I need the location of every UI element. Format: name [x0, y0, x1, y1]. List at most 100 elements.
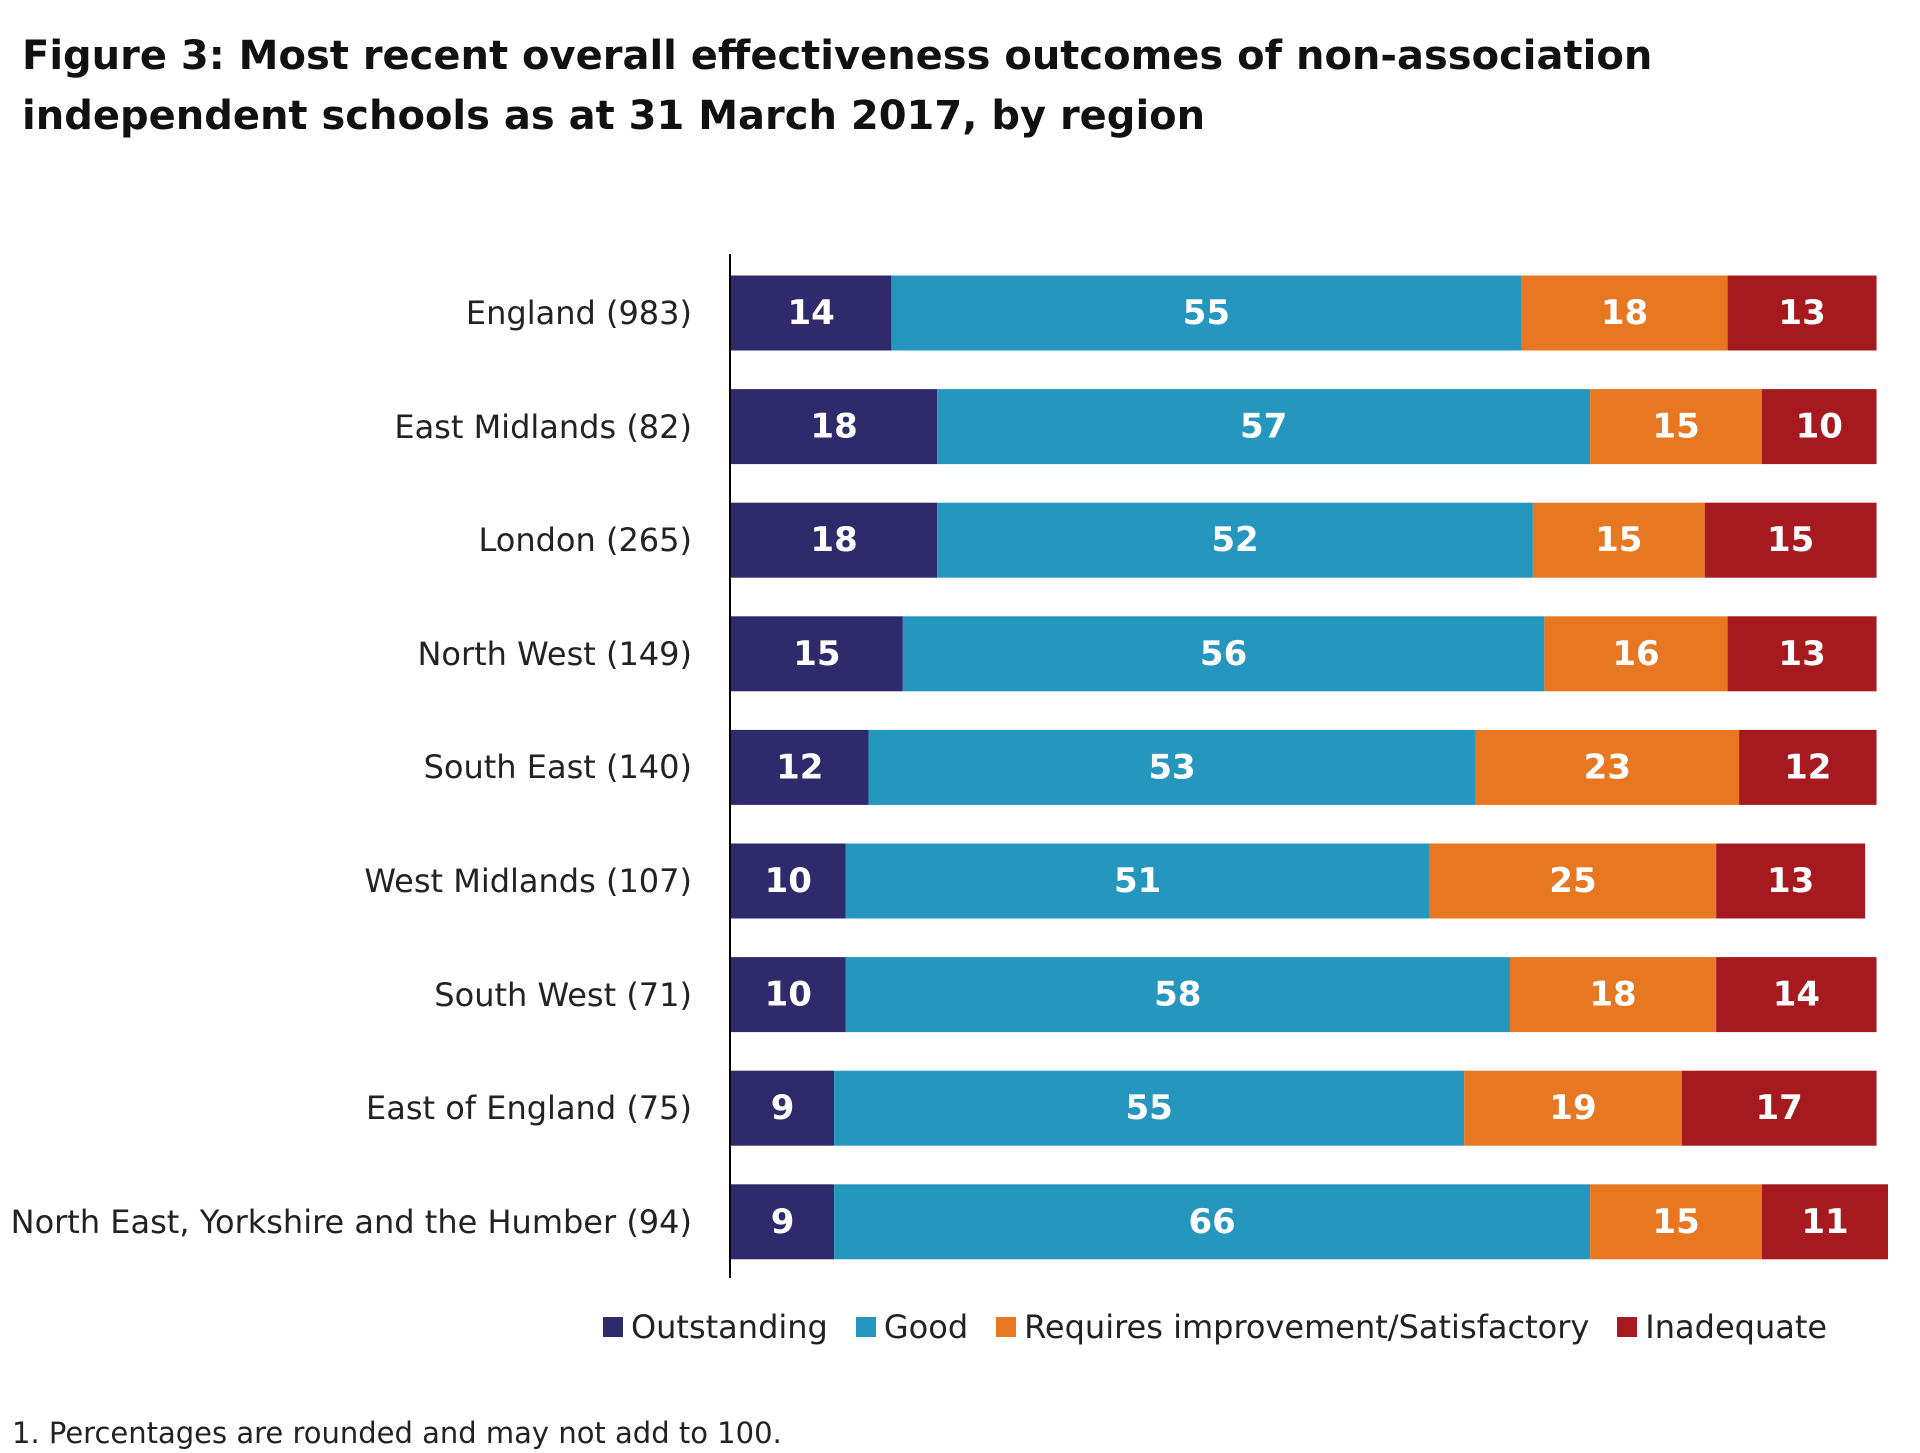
value-label: 12: [1784, 747, 1831, 787]
category-label: London (265): [478, 521, 692, 560]
value-label: 18: [1601, 293, 1648, 333]
value-label: 53: [1148, 747, 1195, 787]
value-label: 16: [1612, 634, 1659, 674]
legend-swatch: [996, 1317, 1017, 1337]
bar-segment: [1681, 1070, 1877, 1146]
bar-segment: [1464, 1070, 1682, 1146]
bar-segment: [1590, 389, 1762, 465]
bar-segment: [868, 729, 1476, 805]
bar-segment: [731, 275, 892, 351]
value-label: 15: [1652, 407, 1699, 447]
legend-label: Inadequate: [1645, 1308, 1828, 1346]
legend-swatch: [602, 1317, 623, 1337]
legend-item: Good: [855, 1308, 969, 1346]
value-label: 15: [1652, 1202, 1699, 1242]
value-label: 55: [1125, 1088, 1172, 1128]
bar-segment: [845, 843, 1430, 919]
value-label: 15: [1595, 520, 1642, 560]
bar-segment: [1475, 729, 1740, 805]
bar-segment: [731, 729, 869, 805]
bar-segment: [731, 502, 938, 578]
bar-segment: [891, 275, 1522, 351]
bar-segment: [1727, 616, 1877, 692]
value-label: 15: [793, 634, 840, 674]
bar-segment: [731, 389, 938, 465]
bar-segment: [731, 1184, 835, 1260]
value-label: 14: [1773, 975, 1820, 1015]
value-label: 12: [776, 747, 823, 787]
title-line: independent schools as at 31 March 2017,…: [22, 93, 1206, 139]
value-label: 56: [1200, 634, 1247, 674]
bar-segment: [1716, 843, 1866, 919]
value-label: 51: [1114, 861, 1161, 901]
value-label: 18: [1589, 975, 1636, 1015]
value-label: 9: [771, 1202, 795, 1242]
title-line: Figure 3: Most recent overall effectiven…: [22, 33, 1653, 79]
value-label: 19: [1549, 1088, 1596, 1128]
bar-segment: [731, 1070, 835, 1146]
bar-segment: [1704, 502, 1877, 578]
bar-segment: [937, 389, 1591, 465]
value-label: 23: [1584, 747, 1631, 787]
bar-segment: [937, 502, 1533, 578]
value-label: 15: [1767, 520, 1814, 560]
legend-label: Outstanding: [630, 1308, 828, 1346]
legend-swatch: [855, 1317, 876, 1337]
bar-segment: [1521, 275, 1728, 351]
category-label: South West (71): [434, 975, 692, 1014]
bar-segment: [1761, 389, 1877, 465]
bar-segment: [1716, 957, 1877, 1033]
value-label: 58: [1154, 975, 1201, 1015]
category-label: East of England (75): [366, 1089, 692, 1128]
bar-segment: [731, 843, 846, 919]
value-label: 13: [1778, 293, 1825, 333]
bar-segment: [1429, 843, 1717, 919]
bar-segment: [731, 616, 903, 692]
bar-segment: [1590, 1184, 1762, 1260]
chart-title: Figure 3: Most recent overall effectiven…: [22, 26, 1652, 146]
bar-segment: [1532, 502, 1705, 578]
legend-item: Requires improvement/Satisfactory: [996, 1308, 1589, 1346]
value-label: 18: [810, 407, 857, 447]
bar-segment: [1761, 1184, 1888, 1260]
category-label: South East (140): [423, 748, 692, 787]
footnote: 1. Percentages are rounded and may not a…: [12, 1416, 782, 1450]
value-label: 13: [1767, 861, 1814, 901]
legend-swatch: [1617, 1317, 1638, 1337]
bar-segment: [902, 616, 1545, 692]
category-label: North East, Yorkshire and the Humber (94…: [10, 1202, 692, 1241]
bar-segment: [731, 957, 846, 1033]
value-label: 10: [765, 975, 812, 1015]
bar-segment: [1509, 957, 1717, 1033]
bar-segment: [845, 957, 1510, 1033]
legend-item: Inadequate: [1617, 1308, 1827, 1346]
value-label: 13: [1778, 634, 1825, 674]
category-label: North West (149): [417, 634, 692, 673]
bar-segment: [1727, 275, 1877, 351]
value-label: 57: [1240, 407, 1287, 447]
value-label: 11: [1801, 1202, 1848, 1242]
value-label: 9: [771, 1088, 795, 1128]
legend-label: Good: [883, 1308, 969, 1346]
bar-segment: [834, 1070, 1465, 1146]
value-label: 66: [1188, 1202, 1235, 1242]
bar-segment: [1544, 616, 1728, 692]
value-label: 17: [1756, 1088, 1803, 1128]
category-label: West Midlands (107): [364, 862, 692, 900]
bar-segment: [1739, 729, 1877, 805]
legend-item: Outstanding: [602, 1308, 828, 1346]
value-label: 10: [765, 861, 812, 901]
category-label: East Midlands (82): [394, 407, 692, 446]
bar-segment: [834, 1184, 1591, 1260]
value-label: 52: [1211, 520, 1258, 560]
value-label: 18: [810, 520, 857, 560]
value-label: 10: [1796, 407, 1843, 447]
category-label: England (983): [465, 294, 692, 332]
value-label: 55: [1183, 293, 1230, 333]
value-label: 14: [788, 293, 835, 333]
legend-label: Requires improvement/Satisfactory: [1024, 1308, 1590, 1346]
value-label: 25: [1549, 861, 1596, 901]
legend: Outstanding Good Requires improvement/Sati…: [545, 1308, 1885, 1346]
